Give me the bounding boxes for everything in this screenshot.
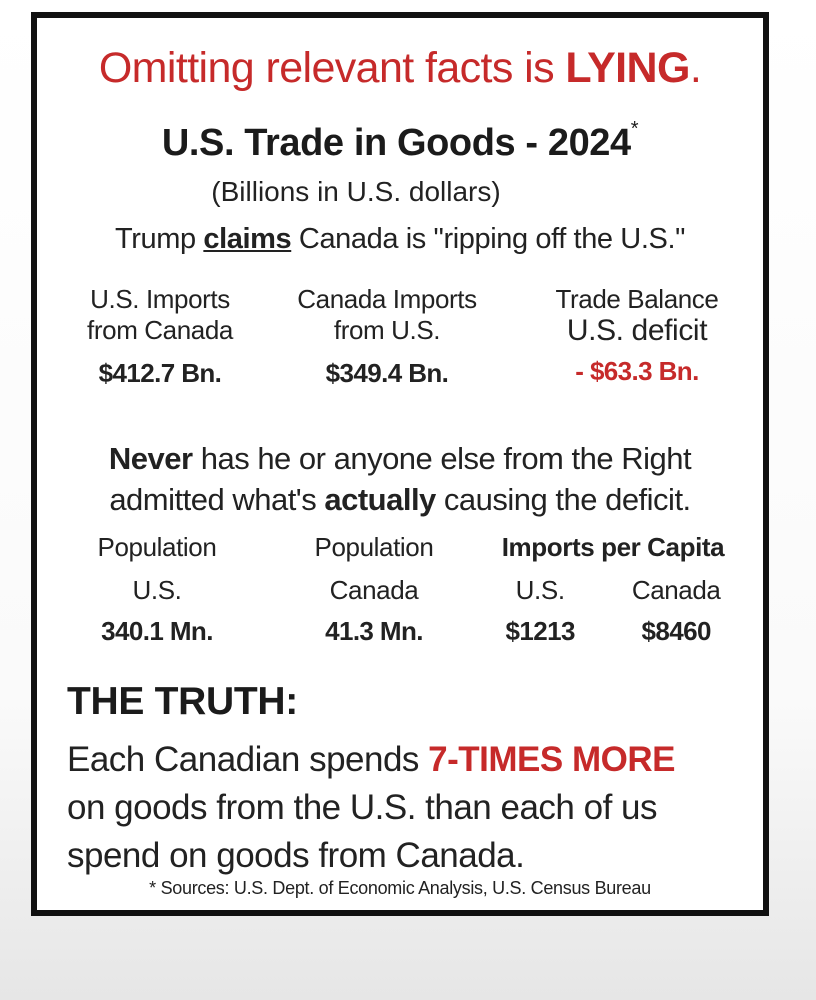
trade-balance-label: Trade Balance bbox=[555, 284, 719, 314]
never-text-1: has he or anyone else from the Right bbox=[192, 441, 692, 476]
population-us-column: Population U.S. 340.1 Mn. bbox=[77, 526, 237, 647]
claim-line: Trump claims Canada is "ripping off the … bbox=[37, 223, 763, 256]
trade-balance-column: Trade Balance U.S. deficit - $63.3 Bn. bbox=[527, 284, 747, 387]
never-line-2: admitted what's actually causing the def… bbox=[37, 479, 763, 520]
population-us-label-2: U.S. bbox=[132, 575, 182, 605]
subtitle: (Billions in U.S. dollars) bbox=[211, 176, 501, 207]
actually-bold: actually bbox=[324, 482, 436, 517]
population-us-value: 340.1 Mn. bbox=[101, 616, 213, 646]
population-us-label-1: Population bbox=[97, 532, 217, 562]
canada-imports-value: $349.4 Bn. bbox=[325, 358, 449, 388]
imports-from-canada-label-1: U.S. Imports bbox=[90, 284, 230, 314]
truth-line-1a: Each Canadian spends bbox=[67, 740, 429, 779]
per-capita-us: U.S. $1213 bbox=[505, 569, 576, 647]
population-canada-label-1: Population bbox=[314, 532, 434, 562]
imports-per-capita-values: U.S. $1213 Canada $8460 bbox=[477, 569, 749, 647]
canada-imports-label-1: Canada Imports bbox=[297, 284, 477, 314]
imports-from-canada-value: $412.7 Bn. bbox=[98, 358, 222, 388]
truth-line-1: Each Canadian spends 7-TIMES MORE bbox=[67, 736, 675, 784]
per-capita-canada: Canada $8460 bbox=[632, 569, 721, 647]
canada-imports-column: Canada Imports from U.S. $349.4 Bn. bbox=[277, 284, 497, 389]
never-line-1: Never has he or anyone else from the Rig… bbox=[37, 438, 763, 479]
page-title: U.S. Trade in Goods - 2024* bbox=[37, 118, 763, 165]
trade-balance-value: - $63.3 Bn. bbox=[575, 356, 699, 386]
population-canada-column: Population Canada 41.3 Mn. bbox=[299, 526, 449, 647]
headline-period: . bbox=[689, 44, 702, 92]
population-canada-label-2: Canada bbox=[329, 575, 419, 605]
never-bold: Never bbox=[108, 441, 193, 476]
headline-text: Omitting relevant facts is bbox=[98, 44, 566, 92]
truth-line-3: spend on goods from Canada. bbox=[67, 836, 525, 875]
imports-from-canada-label-2: from Canada bbox=[87, 315, 233, 345]
title-text: U.S. Trade in Goods - 2024 bbox=[161, 122, 631, 164]
headline: Omitting relevant facts is LYING. bbox=[37, 44, 763, 93]
imports-per-capita-column: Imports per Capita U.S. $1213 Canada $84… bbox=[477, 526, 749, 647]
infographic-card: Omitting relevant facts is LYING. U.S. T… bbox=[31, 12, 769, 916]
per-capita-us-value: $1213 bbox=[505, 616, 576, 646]
claim-before: Trump bbox=[114, 223, 204, 255]
canada-imports-label-2: from U.S. bbox=[333, 315, 441, 345]
per-capita-us-label: U.S. bbox=[515, 575, 565, 605]
headline-emphasis: LYING bbox=[565, 44, 690, 92]
never-statement: Never has he or anyone else from the Rig… bbox=[37, 438, 763, 520]
never-text-2b: causing the deficit. bbox=[435, 482, 691, 517]
title-asterisk: * bbox=[630, 118, 639, 140]
truth-line-2: on goods from the U.S. than each of us bbox=[67, 788, 657, 827]
trade-balance-deficit-label: U.S. deficit bbox=[566, 314, 708, 347]
truth-body: Each Canadian spends 7-TIMES MORE on goo… bbox=[67, 736, 675, 880]
sources-footnote: * Sources: U.S. Dept. of Economic Analys… bbox=[149, 878, 651, 898]
imports-per-capita-heading: Imports per Capita bbox=[501, 532, 725, 562]
imports-from-canada-column: U.S. Imports from Canada $412.7 Bn. bbox=[65, 284, 255, 389]
population-canada-value: 41.3 Mn. bbox=[325, 616, 423, 646]
per-capita-canada-label: Canada bbox=[631, 575, 721, 605]
truth-emphasis: 7-TIMES MORE bbox=[428, 740, 675, 779]
per-capita-canada-value: $8460 bbox=[641, 616, 712, 646]
claim-after: Canada is "ripping off the U.S." bbox=[291, 223, 685, 255]
never-text-2a: admitted what's bbox=[109, 482, 325, 517]
claim-underlined: claims bbox=[203, 223, 292, 255]
truth-heading: THE TRUTH: bbox=[67, 680, 298, 723]
